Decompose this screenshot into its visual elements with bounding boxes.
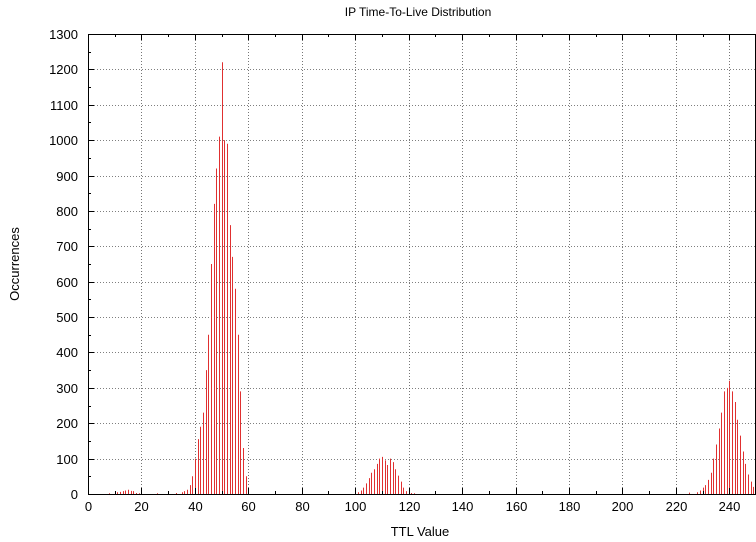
chart-title: IP Time-To-Live Distribution <box>345 5 492 19</box>
x-tick-label: 0 <box>85 499 92 514</box>
x-tick-label: 200 <box>612 499 634 514</box>
y-tick-label: 1300 <box>49 27 78 42</box>
y-tick-label: 900 <box>56 169 78 184</box>
grid-lines <box>88 34 756 494</box>
x-tick-label: 160 <box>506 499 528 514</box>
x-tick-label: 240 <box>719 499 741 514</box>
x-tick-label: 20 <box>134 499 148 514</box>
y-tick-label: 800 <box>56 204 78 219</box>
x-tick-label: 60 <box>241 499 255 514</box>
y-tick-label: 1200 <box>49 62 78 77</box>
y-tick-label: 1000 <box>49 133 78 148</box>
y-tick-label: 500 <box>56 310 78 325</box>
y-tick-label: 600 <box>56 275 78 290</box>
axes: 0 20 40 60 80 100 120 140 160 180 200 220 240 0 100 200… <box>49 27 756 514</box>
x-tick-label: 120 <box>399 499 421 514</box>
y-axis-title: Occurrences <box>7 227 22 301</box>
y-tick-label: 400 <box>56 345 78 360</box>
y-tick-label: 200 <box>56 416 78 431</box>
y-tick-label: 0 <box>71 487 78 502</box>
x-tick-label: 80 <box>295 499 309 514</box>
y-tick-label: 700 <box>56 239 78 254</box>
x-axis-title: TTL Value <box>391 524 450 539</box>
y-tick-label: 100 <box>56 452 78 467</box>
x-tick-label: 220 <box>666 499 688 514</box>
x-tick-label: 100 <box>345 499 367 514</box>
x-tick-label: 140 <box>452 499 474 514</box>
x-tick-label: 40 <box>188 499 202 514</box>
x-tick-label: 180 <box>559 499 581 514</box>
y-tick-label: 1100 <box>50 98 78 113</box>
plot-frame <box>88 34 756 495</box>
y-tick-label: 300 <box>56 381 78 396</box>
bar-series <box>109 62 754 494</box>
